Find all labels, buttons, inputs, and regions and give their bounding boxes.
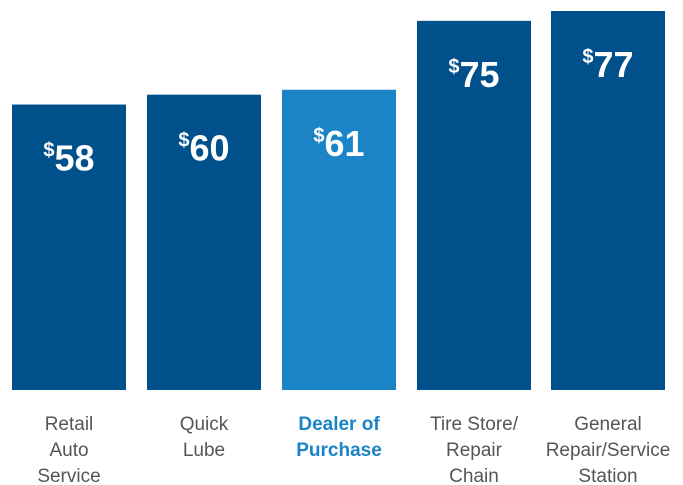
category-label-0-line-0: Retail (45, 414, 94, 435)
bar-4 (551, 11, 665, 390)
currency-symbol: $ (313, 125, 324, 147)
bar-0 (12, 104, 126, 391)
category-label-4-line-2: Station (578, 466, 637, 485)
data-label-3: $75 (448, 54, 499, 95)
data-value: 60 (190, 128, 230, 169)
category-label-0-line-1: Auto (49, 440, 88, 461)
category-label-1-line-0: Quick (180, 414, 229, 435)
category-label-4-line-1: Repair/Service (546, 440, 671, 461)
data-label-2: $61 (313, 123, 364, 164)
currency-symbol: $ (43, 140, 54, 162)
bar-1 (147, 94, 261, 390)
data-label-0: $58 (43, 138, 94, 179)
bar-3 (417, 20, 531, 391)
category-label-2-line-0: Dealer of (298, 414, 380, 435)
category-label-3-line-0: Tire Store/ (430, 414, 519, 435)
category-label-0-line-2: Service (37, 466, 100, 485)
category-label-1-line-1: Lube (183, 440, 225, 461)
data-label-4: $77 (582, 44, 633, 85)
category-label-3-line-1: Repair (446, 440, 503, 461)
data-value: 61 (325, 123, 365, 164)
category-label-3-line-2: Chain (449, 466, 499, 485)
data-label-1: $60 (178, 128, 229, 169)
data-value: 77 (594, 44, 634, 85)
category-label-2-line-1: Purchase (296, 440, 382, 461)
currency-symbol: $ (178, 130, 189, 152)
currency-symbol: $ (448, 56, 459, 78)
data-value: 75 (460, 54, 500, 95)
currency-symbol: $ (582, 46, 593, 68)
data-value: 58 (55, 138, 95, 179)
category-label-4-line-0: General (574, 414, 642, 435)
bar-2 (282, 89, 396, 391)
